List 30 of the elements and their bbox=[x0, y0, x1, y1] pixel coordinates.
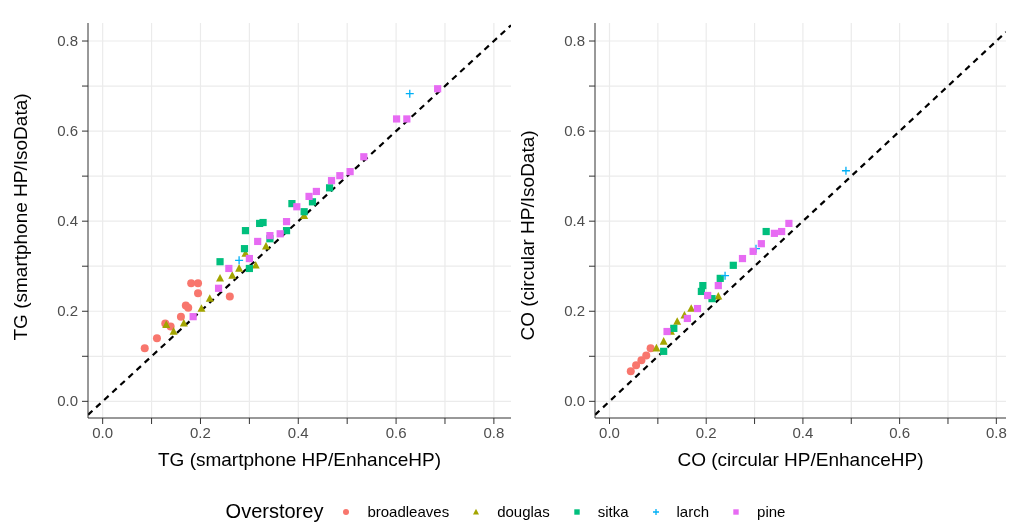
x-tick-label: 0.4 bbox=[287, 424, 309, 441]
y-tick-label: 0.8 bbox=[57, 32, 78, 50]
y-tick-label: 0.2 bbox=[564, 302, 585, 320]
x-tick-label: 0.2 bbox=[190, 424, 211, 441]
x-tick-label: 0.0 bbox=[599, 424, 620, 441]
x-tick-label: 0.6 bbox=[889, 424, 911, 441]
y-tick-label: 0.6 bbox=[564, 122, 585, 140]
x-axis-title: CO (circular HP/EnhanceHP) bbox=[677, 449, 924, 470]
legend-title: Overstorey bbox=[225, 500, 324, 523]
x-tick-label: 0.2 bbox=[695, 424, 717, 441]
y-tick-label: 0.6 bbox=[57, 122, 78, 140]
x-tick-label: 0.0 bbox=[92, 424, 114, 441]
legend-label: douglas bbox=[497, 503, 550, 520]
legend-label: pine bbox=[757, 503, 786, 520]
x-tick-label: 0.4 bbox=[792, 424, 814, 441]
x-tick-label: 0.8 bbox=[985, 424, 1007, 441]
legend-label: broadleaves bbox=[367, 503, 450, 520]
x-tick-label: 0.8 bbox=[483, 424, 505, 441]
legend-label: larch bbox=[676, 503, 710, 520]
legend-label: sitka bbox=[597, 503, 629, 520]
y-axis-title: TG (smartphone HP/IsoData) bbox=[9, 93, 31, 341]
x-axis-title: TG (smartphone HP/EnhanceHP) bbox=[157, 449, 442, 470]
y-tick-label: 0.0 bbox=[57, 392, 78, 410]
x-tick-label: 0.6 bbox=[385, 424, 407, 441]
y-axis-title: CO (circular HP/IsoData) bbox=[516, 130, 538, 341]
y-tick-label: 0.4 bbox=[564, 212, 585, 230]
y-tick-label: 0.2 bbox=[57, 302, 78, 320]
y-tick-label: 0.4 bbox=[57, 212, 78, 230]
y-tick-label: 0.0 bbox=[564, 392, 585, 410]
y-tick-label: 0.8 bbox=[564, 32, 585, 50]
